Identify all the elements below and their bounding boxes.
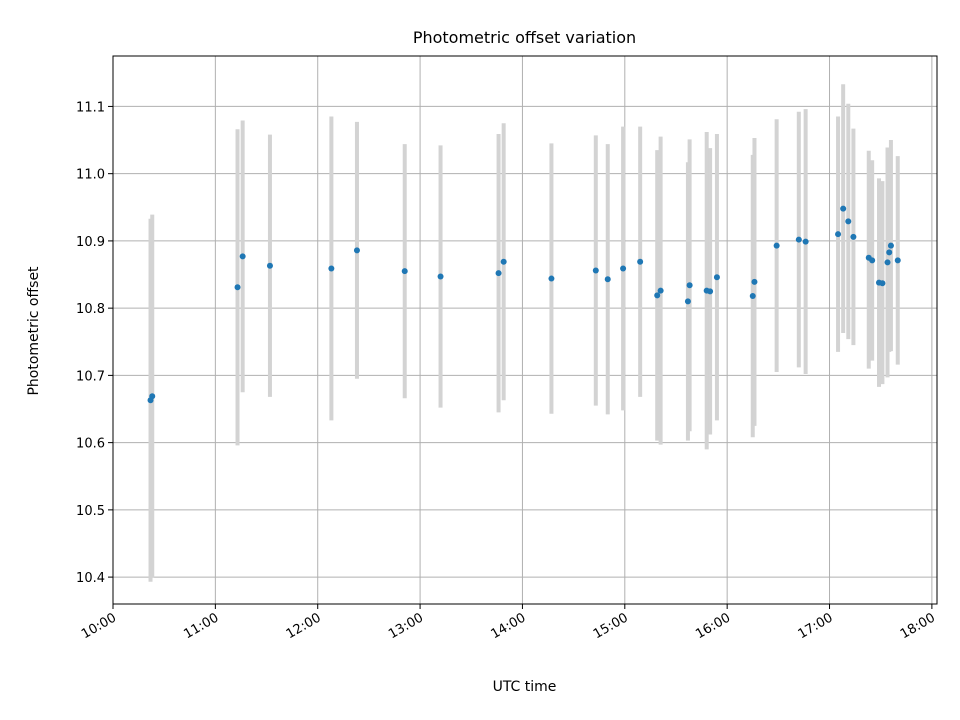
x-tick-label: 10:00 bbox=[79, 610, 119, 642]
data-point bbox=[401, 268, 408, 275]
data-point bbox=[713, 274, 720, 281]
chart-title: Photometric offset variation bbox=[413, 28, 636, 47]
y-tick-label: 10.4 bbox=[76, 571, 105, 586]
data-point bbox=[879, 280, 886, 287]
data-point bbox=[845, 218, 852, 225]
y-tick-label: 11.1 bbox=[76, 100, 105, 115]
data-point bbox=[840, 205, 847, 212]
data-points bbox=[147, 205, 901, 404]
x-axis-label: UTC time bbox=[493, 679, 557, 695]
x-tick-label: 18:00 bbox=[898, 610, 938, 642]
data-point bbox=[495, 270, 502, 277]
data-point bbox=[835, 231, 842, 238]
y-tick-label: 11.0 bbox=[76, 168, 105, 183]
data-point bbox=[548, 275, 555, 282]
y-tick-label: 10.7 bbox=[76, 369, 105, 384]
data-point bbox=[802, 238, 809, 245]
y-tick-label: 10.6 bbox=[76, 437, 105, 452]
data-point bbox=[850, 233, 857, 240]
plot-frame bbox=[112, 55, 938, 605]
data-point bbox=[686, 282, 693, 289]
data-point bbox=[149, 393, 156, 400]
data-point bbox=[328, 265, 335, 272]
axis-ticks: 10:00 11:00 12:00 13:00 14:00 15:00 16:00 17:00… bbox=[76, 100, 938, 642]
data-point bbox=[654, 292, 661, 299]
data-point bbox=[592, 267, 599, 274]
x-tick-label: 14:00 bbox=[488, 610, 528, 642]
x-tick-label: 13:00 bbox=[386, 610, 426, 642]
data-point bbox=[884, 259, 891, 266]
data-point bbox=[500, 258, 507, 265]
data-point bbox=[749, 293, 756, 300]
data-point bbox=[620, 265, 627, 272]
data-point bbox=[657, 287, 664, 294]
data-point bbox=[437, 273, 444, 280]
data-point bbox=[773, 242, 780, 249]
data-point bbox=[894, 257, 901, 264]
error-bars bbox=[148, 84, 900, 582]
data-point bbox=[604, 276, 611, 283]
x-tick-label: 15:00 bbox=[591, 610, 631, 642]
data-point bbox=[887, 242, 894, 249]
data-point bbox=[869, 257, 876, 264]
y-tick-label: 10.9 bbox=[76, 235, 105, 250]
data-point bbox=[684, 298, 691, 305]
data-point bbox=[886, 249, 893, 256]
data-point bbox=[239, 253, 246, 260]
data-point bbox=[795, 236, 802, 243]
y-tick-label: 10.8 bbox=[76, 302, 105, 317]
y-tick-label: 10.5 bbox=[76, 504, 105, 519]
data-point bbox=[637, 258, 644, 265]
x-tick-label: 11:00 bbox=[181, 610, 221, 642]
x-tick-label: 16:00 bbox=[693, 610, 733, 642]
data-point bbox=[266, 262, 273, 269]
y-axis-label: Photometric offset bbox=[26, 266, 42, 396]
data-point bbox=[234, 284, 241, 291]
x-tick-label: 17:00 bbox=[796, 610, 836, 642]
data-point bbox=[353, 247, 360, 254]
data-point bbox=[751, 278, 758, 285]
x-tick-label: 12:00 bbox=[284, 610, 324, 642]
data-point bbox=[707, 288, 714, 295]
